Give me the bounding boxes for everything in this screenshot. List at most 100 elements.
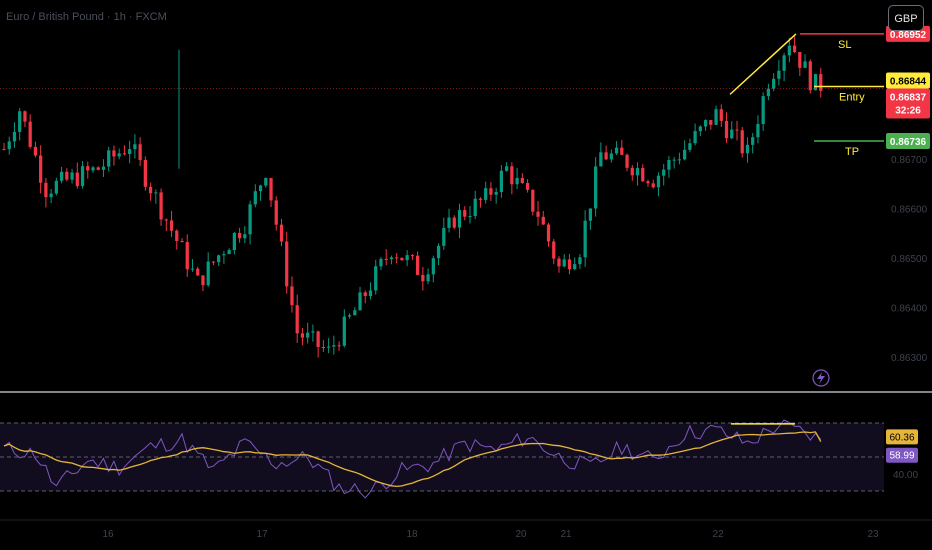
candle	[813, 73, 818, 91]
candle	[463, 206, 467, 221]
candle	[562, 254, 566, 268]
candle	[39, 145, 43, 194]
candle	[656, 172, 661, 197]
candle	[703, 119, 708, 131]
candle-body	[646, 181, 650, 184]
candle-body	[761, 96, 765, 125]
candle	[358, 286, 362, 311]
candle	[264, 177, 268, 188]
candle-body	[442, 227, 446, 246]
candle-body	[285, 241, 289, 287]
candle	[107, 146, 111, 172]
candle-body	[306, 332, 310, 338]
time-tick: 17	[256, 529, 268, 540]
candle	[536, 201, 540, 226]
candle	[190, 259, 195, 272]
candle-body	[798, 52, 802, 68]
lightning-icon	[812, 369, 830, 387]
candle	[499, 165, 504, 198]
candle	[819, 67, 823, 98]
candle-body	[745, 144, 750, 154]
candle-body	[714, 109, 718, 125]
candle-body	[290, 286, 294, 306]
candle	[54, 177, 58, 196]
candle	[337, 341, 341, 351]
candle-body	[484, 188, 488, 200]
candle	[714, 105, 718, 126]
candle-body	[803, 61, 807, 68]
candle	[614, 141, 619, 156]
time-tick: 21	[560, 529, 572, 540]
candles	[2, 36, 823, 358]
candle-body	[635, 168, 640, 176]
candle-body	[557, 258, 561, 267]
candle-body	[395, 257, 399, 259]
candle-body	[751, 137, 755, 145]
candle	[201, 275, 205, 292]
candle-body	[415, 255, 420, 275]
candle-body	[384, 258, 388, 260]
candle-body	[269, 178, 273, 201]
candle	[222, 250, 226, 264]
candle	[787, 37, 791, 63]
candle-body	[379, 258, 383, 267]
candle-body	[374, 266, 378, 291]
rsi-ma-tag-bg	[886, 447, 918, 463]
candle	[206, 252, 210, 287]
candle	[672, 156, 676, 169]
candle-body	[499, 170, 504, 193]
candle	[368, 282, 373, 300]
candle-body	[91, 167, 95, 171]
candle-body	[478, 198, 483, 200]
candle-body	[625, 154, 629, 168]
candle	[269, 177, 273, 207]
candle	[374, 259, 378, 295]
candle-body	[698, 126, 702, 132]
candle-body	[264, 178, 268, 186]
candle-body	[683, 149, 687, 160]
candle-body	[353, 310, 357, 316]
candle	[101, 159, 106, 177]
candle	[756, 115, 760, 144]
time-tick: 22	[712, 529, 724, 540]
candle	[478, 197, 483, 208]
candle	[295, 294, 299, 344]
candle-body	[164, 219, 168, 221]
candle-body	[23, 111, 27, 122]
candle-body	[651, 183, 655, 188]
candle	[353, 306, 357, 316]
candle-body	[12, 131, 17, 142]
candle-body	[709, 120, 713, 125]
candle-body	[54, 180, 58, 194]
candle-body	[206, 261, 210, 286]
candle-body	[112, 150, 116, 157]
price-tick: 0.86500	[891, 254, 928, 265]
candle-body	[201, 275, 205, 286]
candle-body	[772, 78, 776, 89]
candle	[667, 156, 671, 178]
time-tick: 23	[867, 529, 879, 540]
candle	[766, 83, 771, 101]
candle-body	[258, 185, 263, 192]
candle-body	[567, 259, 572, 270]
candle-body	[740, 130, 744, 154]
candle-body	[819, 74, 823, 91]
candle-body	[515, 177, 519, 185]
candle-body	[154, 192, 158, 194]
candle	[274, 196, 278, 231]
candle	[484, 181, 488, 204]
candle	[452, 215, 456, 230]
candle-body	[243, 234, 247, 239]
candle	[510, 162, 514, 195]
candle-body	[347, 315, 352, 317]
lightning-bolt	[817, 372, 825, 384]
candle	[489, 182, 493, 201]
currency-button[interactable]: GBP	[888, 5, 924, 31]
candle-body	[389, 257, 394, 260]
tp-price-tag-bg	[886, 132, 930, 149]
candle	[326, 338, 331, 354]
candle	[421, 267, 425, 291]
candle-body	[326, 346, 331, 348]
candle-body	[431, 258, 435, 275]
